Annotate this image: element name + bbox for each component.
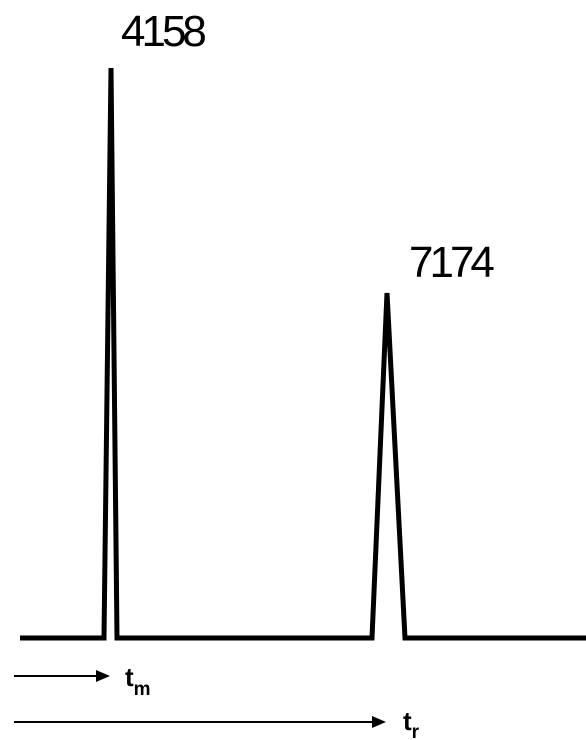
tr-arrow xyxy=(14,716,386,728)
tr-label: tr xyxy=(403,706,420,740)
tm-label: tm xyxy=(125,662,151,700)
tr-arrowhead xyxy=(372,716,386,728)
tr-symbol: t xyxy=(403,706,412,736)
tm-subscript: m xyxy=(134,679,151,700)
tm-arrow xyxy=(14,670,110,682)
chromatogram-trace xyxy=(20,67,586,641)
tm-symbol: t xyxy=(125,662,134,692)
tm-arrowhead xyxy=(96,670,110,682)
peak-label-first: 4158 xyxy=(121,7,205,56)
peak-label-second: 7174 xyxy=(409,238,494,287)
tr-subscript: r xyxy=(412,722,420,740)
